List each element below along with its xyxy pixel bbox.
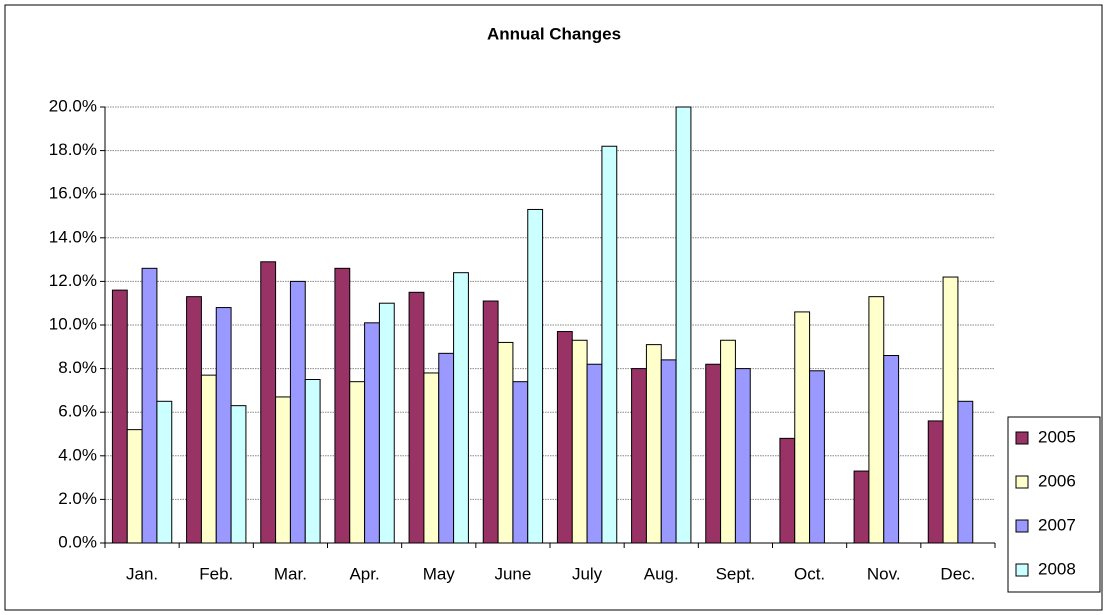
legend-swatch [1015, 519, 1029, 533]
x-tick-label: Mar. [274, 564, 307, 583]
legend-swatch [1015, 431, 1029, 445]
bar [215, 307, 232, 544]
bar [126, 429, 143, 544]
bar [601, 145, 618, 544]
bar [527, 208, 544, 544]
bar [186, 296, 202, 544]
bar [378, 302, 395, 544]
bar [645, 344, 662, 544]
bar [349, 381, 366, 544]
bar [423, 372, 440, 544]
legend-swatch [1015, 475, 1029, 489]
y-tick-label: 4.0% [58, 445, 97, 464]
bar [571, 339, 588, 544]
bar [156, 400, 173, 544]
y-tick-label: 0.0% [58, 532, 97, 551]
bar [660, 359, 677, 544]
legend-label: 2007 [1038, 515, 1076, 534]
x-tick-label: Nov. [867, 564, 901, 583]
bar [364, 322, 380, 544]
legend-box [1007, 416, 1101, 593]
chart-title: Annual Changes [487, 24, 621, 43]
bar [512, 381, 529, 544]
y-tick-label: 14.0% [49, 227, 97, 246]
y-tick-label: 12.0% [49, 271, 97, 290]
bar [883, 355, 900, 544]
x-tick-label: Jan. [126, 564, 158, 583]
bar [631, 368, 647, 544]
bar [334, 267, 351, 544]
bar [289, 280, 306, 544]
bar [111, 289, 128, 544]
legend-label: 2008 [1038, 559, 1076, 578]
bar [675, 106, 692, 544]
bar [957, 400, 974, 544]
bar [868, 296, 885, 544]
bar [809, 370, 825, 544]
x-tick-label: Aug. [644, 564, 679, 583]
legend-label: 2006 [1038, 471, 1076, 490]
x-tick-label: May [423, 564, 456, 583]
bar [260, 261, 277, 544]
bar [453, 272, 469, 544]
x-tick-label: Feb. [199, 564, 233, 583]
bar [779, 437, 796, 544]
y-tick-label: 10.0% [49, 314, 97, 333]
bar [438, 352, 455, 544]
bar [794, 311, 811, 544]
bar [230, 405, 247, 544]
bar [853, 470, 870, 544]
y-tick-label: 20.0% [49, 96, 97, 115]
bar [734, 368, 751, 544]
bar [408, 291, 425, 544]
x-tick-label: Apr. [349, 564, 379, 583]
legend-label: 2005 [1038, 427, 1076, 446]
y-tick-label: 6.0% [58, 402, 97, 421]
bar [586, 363, 603, 544]
bar [927, 420, 944, 544]
x-tick-label: Sept. [716, 564, 756, 583]
x-tick-label: Oct. [794, 564, 825, 583]
bar [141, 267, 158, 544]
bar [556, 331, 573, 544]
bar [275, 396, 291, 544]
legend-swatch [1015, 563, 1029, 577]
x-tick-label: July [572, 564, 603, 583]
y-tick-label: 16.0% [49, 184, 97, 203]
bar [942, 276, 959, 544]
bar [200, 374, 217, 544]
y-tick-label: 2.0% [58, 489, 97, 508]
bar [705, 363, 722, 544]
bar [497, 341, 514, 544]
y-tick-label: 18.0% [49, 140, 97, 159]
x-tick-label: Dec. [940, 564, 975, 583]
bar [482, 300, 499, 544]
x-tick-label: June [494, 564, 531, 583]
bar [304, 379, 321, 544]
y-tick-label: 8.0% [58, 358, 97, 377]
bar [720, 339, 736, 544]
